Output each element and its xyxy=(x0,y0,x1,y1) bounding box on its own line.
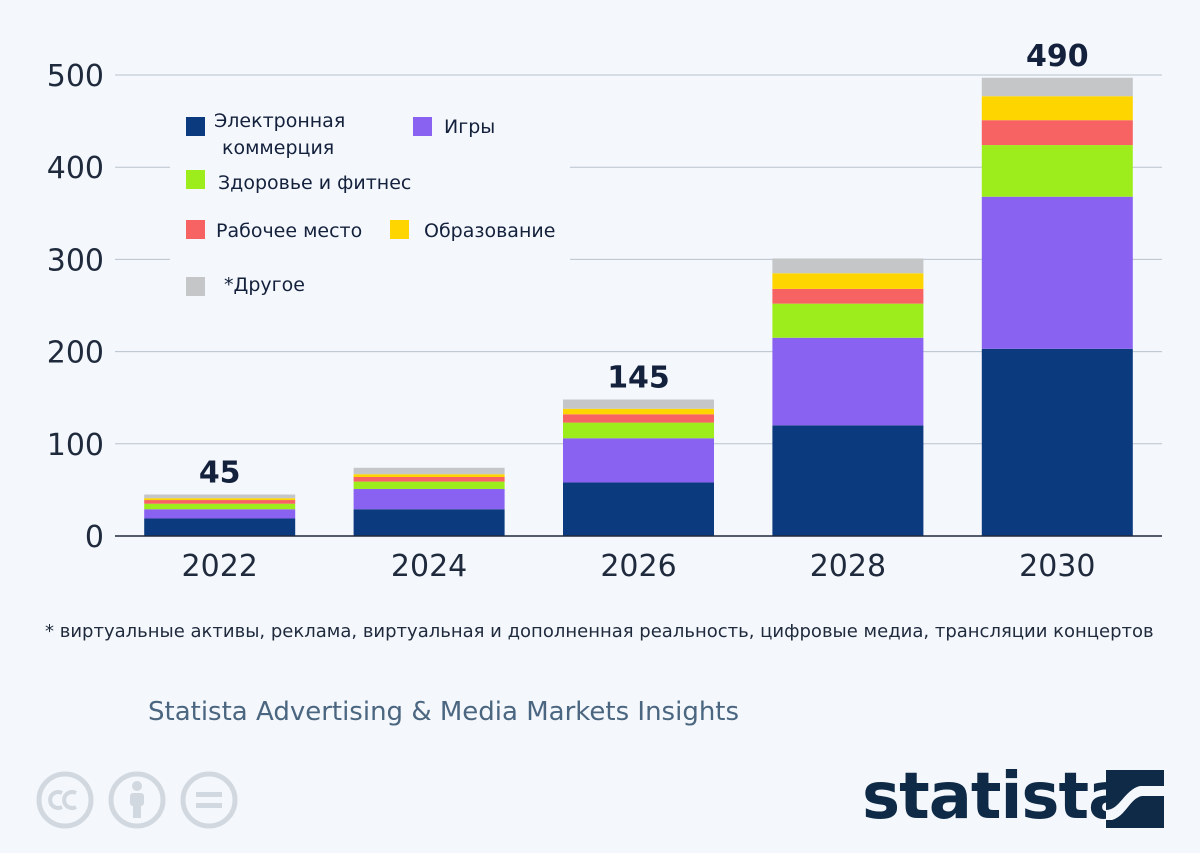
bar-segment xyxy=(353,474,505,477)
bar-segment xyxy=(772,303,924,338)
bar-segment xyxy=(353,476,505,482)
bar-segment xyxy=(353,488,505,510)
statista-logo-icon xyxy=(1106,770,1164,828)
bar-segment xyxy=(144,500,296,504)
bar-segment xyxy=(353,467,505,475)
source-text: Statista Advertising & Media Markets Ins… xyxy=(148,697,740,727)
legend-swatch xyxy=(186,220,205,239)
bar-segment xyxy=(563,414,714,423)
attribution-icon[interactable] xyxy=(108,771,166,829)
cc-icon[interactable] xyxy=(36,771,94,829)
x-tick-label: 2026 xyxy=(600,549,676,584)
legend-swatch xyxy=(390,220,409,239)
bar-segment xyxy=(563,399,714,409)
bar-segment xyxy=(772,425,924,536)
legend-swatch xyxy=(186,117,205,136)
legend-swatch xyxy=(413,117,432,136)
y-tick-label: 200 xyxy=(47,336,104,371)
legend-swatch xyxy=(186,170,205,189)
bar-segment xyxy=(981,96,1133,121)
bar-segment xyxy=(144,503,296,510)
legend: Электронная коммерция Игры Здоровье и фитне… xyxy=(170,102,570,312)
bar-segment xyxy=(563,482,714,536)
bar-segment xyxy=(981,196,1133,349)
bar-segment xyxy=(353,509,505,536)
bar-segment xyxy=(563,422,714,439)
bar-segment xyxy=(772,273,924,289)
y-tick-label: 0 xyxy=(85,520,104,555)
y-tick-label: 500 xyxy=(47,59,104,94)
legend-label: Игры xyxy=(444,116,495,138)
bar-segment xyxy=(981,145,1133,197)
y-tick-label: 100 xyxy=(47,428,104,463)
x-tick-label: 2028 xyxy=(810,549,886,584)
logo-wordmark: statista xyxy=(862,760,1131,834)
bar-segment xyxy=(144,494,296,499)
bar-segment xyxy=(772,258,924,274)
bar-segment xyxy=(981,120,1133,146)
footnote: * виртуальные активы, реклама, виртуальн… xyxy=(45,621,1154,642)
legend-label: Электронная коммерция xyxy=(214,110,345,159)
x-tick-label: 2022 xyxy=(182,549,258,584)
legend-label: *Другое xyxy=(224,274,305,296)
bar-segment xyxy=(144,518,296,536)
bar-totals: 45 145 490 xyxy=(199,39,1089,491)
bar-segment xyxy=(772,337,924,426)
x-tick-label: 2024 xyxy=(391,549,467,584)
bar-segment xyxy=(981,348,1133,536)
bar-segment xyxy=(144,509,296,519)
cc-license-icons[interactable] xyxy=(36,770,246,832)
bar-total-label: 45 xyxy=(199,456,241,491)
license-icons[interactable] xyxy=(36,770,246,836)
bar-segment xyxy=(144,498,296,501)
legend-background xyxy=(170,102,570,312)
y-axis-ticks: 0 100 200 300 400 500 xyxy=(47,59,104,555)
x-axis-ticks: 2022 2024 2026 2028 2030 xyxy=(182,549,1096,584)
y-tick-label: 300 xyxy=(47,243,104,278)
bar-total-label: 490 xyxy=(1026,39,1089,74)
legend-label: Образование xyxy=(424,220,555,242)
x-tick-label: 2030 xyxy=(1019,549,1095,584)
legend-label: Рабочее место xyxy=(216,220,362,242)
legend-swatch xyxy=(186,277,205,296)
bars xyxy=(144,77,1133,536)
no-derivatives-icon[interactable] xyxy=(180,771,238,829)
bar-segment xyxy=(981,77,1133,97)
bar-segment xyxy=(563,438,714,483)
bar-segment xyxy=(563,408,714,415)
legend-label: Здоровье и фитнес xyxy=(218,172,411,194)
bar-segment xyxy=(353,481,505,489)
y-tick-label: 400 xyxy=(47,151,104,186)
bar-total-label: 145 xyxy=(607,361,670,396)
bar-segment xyxy=(772,288,924,304)
